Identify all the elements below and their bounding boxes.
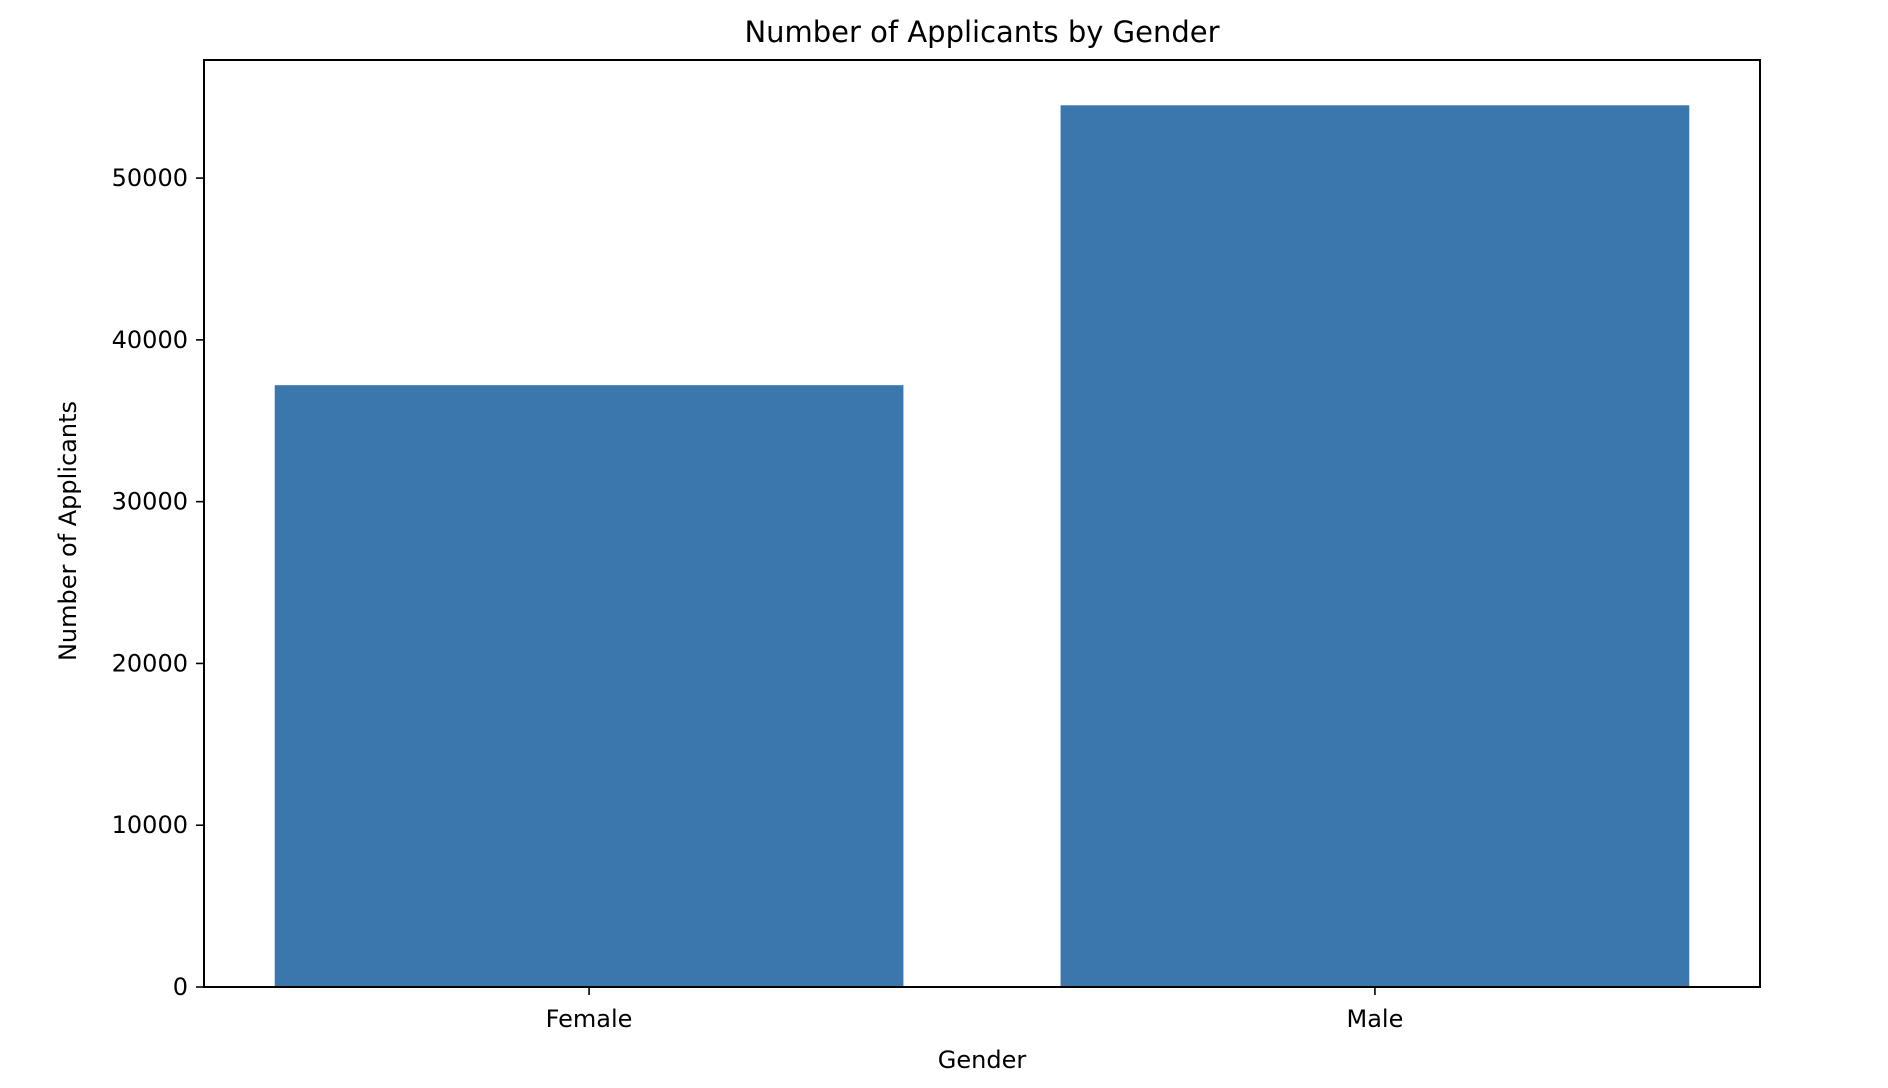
x-axis-label: Gender bbox=[938, 1046, 1027, 1074]
y-tick-label: 40000 bbox=[112, 326, 188, 354]
bars bbox=[274, 105, 1690, 988]
y-axis-label: Number of Applicants bbox=[54, 401, 82, 661]
y-tick-label: 30000 bbox=[112, 488, 188, 516]
y-tick-label: 20000 bbox=[112, 649, 188, 677]
y-axis-ticks: 0 10000 20000 30000 40000 50000 bbox=[112, 164, 204, 1001]
y-tick-label: 0 bbox=[173, 973, 188, 1001]
x-tick-label-male: Male bbox=[1346, 1005, 1403, 1033]
bar-female bbox=[274, 385, 904, 988]
plot-frame bbox=[203, 59, 1761, 988]
y-tick-label: 10000 bbox=[112, 811, 188, 839]
y-tick-label: 50000 bbox=[112, 164, 188, 192]
x-axis-ticks: Female Male bbox=[546, 987, 1403, 1033]
bar-male bbox=[1060, 105, 1690, 987]
x-tick-label-female: Female bbox=[546, 1005, 633, 1033]
chart-title: Number of Applicants by Gender bbox=[744, 15, 1219, 49]
